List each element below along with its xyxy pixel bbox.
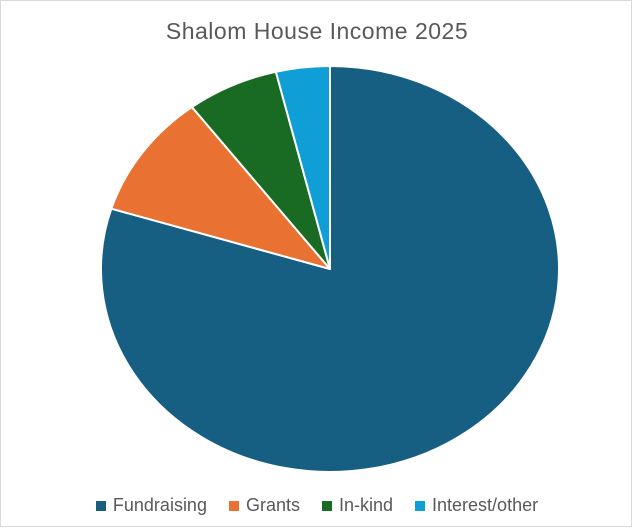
legend-item-grants: Grants xyxy=(228,495,300,516)
legend-swatch xyxy=(228,500,239,511)
legend-swatch xyxy=(95,500,106,511)
legend-item-in-kind: In-kind xyxy=(322,495,393,516)
legend-swatch xyxy=(322,500,332,511)
legend-label: Grants xyxy=(245,495,300,515)
legend-label: In-kind xyxy=(339,495,394,515)
pie-slice-grants xyxy=(110,106,331,270)
pie-chart xyxy=(100,65,560,473)
legend: Fundraising Grants In-kind Interest/other xyxy=(1,495,633,516)
legend-label: Interest/other xyxy=(432,495,539,515)
legend-swatch xyxy=(415,500,426,511)
legend-item-interest-other: Interest/other xyxy=(415,495,538,516)
legend-item-fundraising: Fundraising xyxy=(95,495,207,516)
pie-slice-interest-other xyxy=(274,65,331,270)
legend-label: Fundraising xyxy=(112,495,207,515)
chart-title: Shalom House Income 2025 xyxy=(165,18,469,44)
